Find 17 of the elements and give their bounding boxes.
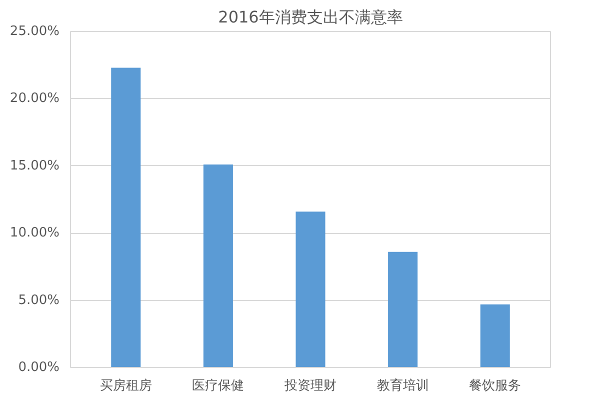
bar (296, 212, 326, 368)
y-tick-label: 15.00% (10, 158, 60, 174)
bar (203, 164, 233, 368)
x-tick-label: 买房租房 (100, 378, 152, 394)
y-tick-label: 10.00% (10, 226, 60, 241)
y-tick-label: 20.00% (10, 91, 60, 106)
chart-title: 2016年消费支出不满意率 (218, 8, 403, 26)
bar (480, 304, 510, 368)
x-tick-label: 餐饮服务 (469, 378, 522, 394)
y-tick-label: 5.00% (18, 292, 60, 308)
bar (388, 252, 418, 368)
y-tick-label: 0.00% (18, 360, 60, 375)
x-tick-label: 医疗保健 (192, 378, 244, 394)
y-tick-label: 25.00% (10, 24, 60, 39)
x-tick-label: 投资理财 (284, 378, 336, 394)
bar (111, 68, 141, 368)
x-tick-label: 教育培训 (376, 378, 429, 394)
